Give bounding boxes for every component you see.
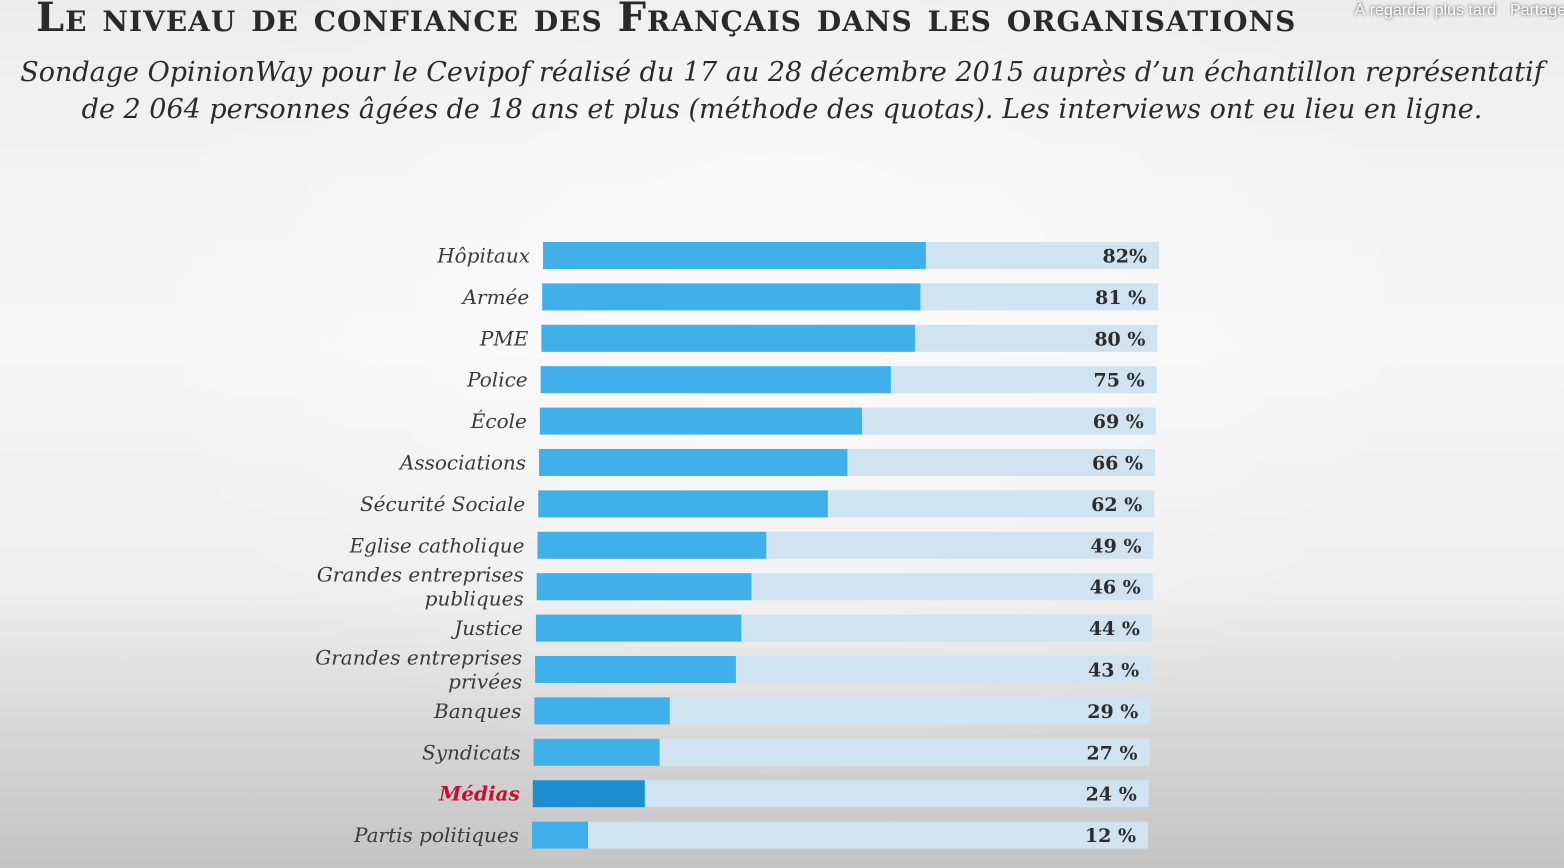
category-label: Eglise catholique: [348, 533, 524, 557]
category-label: Grandes entreprises publiques: [317, 563, 524, 611]
bar-eglise-catholique: [537, 531, 767, 559]
value-label: 66 %: [1092, 453, 1143, 475]
category-label: École: [470, 409, 527, 433]
share-button[interactable]: Partager: [1510, 2, 1564, 19]
bar-école: [539, 407, 863, 435]
bar-partis-politiques: [532, 821, 589, 849]
value-label: 49 %: [1090, 535, 1141, 557]
bar-pme: [541, 324, 915, 352]
bar-track: [532, 821, 1148, 849]
value-label: 27 %: [1086, 742, 1137, 764]
subtitle-line-2: de 2 064 personnes âgées de 18 ans et pl…: [81, 94, 1483, 125]
bar-associations: [539, 449, 848, 476]
category-label: Police: [466, 368, 528, 392]
bar-médias: [532, 780, 645, 808]
category-label: Justice: [450, 616, 523, 640]
category-label: PME: [479, 326, 529, 350]
category-label: Sécurité Sociale: [360, 492, 525, 516]
category-label: Armée: [461, 285, 530, 309]
bar-sécurité-sociale: [538, 490, 828, 518]
bar-banques: [534, 697, 670, 725]
value-label: 24 %: [1086, 784, 1137, 806]
category-label: Syndicats: [422, 740, 521, 764]
value-label: 29 %: [1087, 701, 1138, 723]
category-label: Associations: [398, 451, 526, 475]
value-label: 82%: [1103, 246, 1148, 268]
category-label: Grandes entreprises privées: [315, 646, 522, 694]
value-label: 81 %: [1095, 287, 1146, 309]
value-label: 69 %: [1093, 411, 1144, 433]
bar-armée: [542, 283, 921, 311]
value-label: 46 %: [1090, 577, 1141, 599]
video-overlay-menu: À regarder plus tard Partager: [1355, 2, 1564, 20]
watch-later-button[interactable]: À regarder plus tard: [1354, 2, 1496, 19]
category-label: Banques: [433, 699, 521, 723]
bar-grandes-entreprises-publiques: [536, 573, 752, 601]
bar-justice: [535, 614, 742, 642]
subtitle-line-1: Sondage OpinionWay pour le Cevipof réali…: [20, 57, 1544, 88]
bar-hôpitaux: [543, 242, 926, 269]
bar-syndicats: [533, 738, 660, 766]
bar-grandes-entreprises-privées: [535, 656, 736, 683]
value-label: 44 %: [1089, 618, 1140, 640]
value-label: 62 %: [1091, 494, 1142, 516]
chart-subtitle: Sondage OpinionWay pour le Cevipof réali…: [10, 54, 1554, 128]
category-label: Partis politiques: [353, 823, 519, 847]
value-label: 12 %: [1085, 825, 1136, 847]
category-label: Médias: [438, 782, 520, 806]
bar-police: [540, 366, 891, 394]
value-label: 43 %: [1088, 660, 1139, 682]
value-label: 80 %: [1094, 328, 1145, 350]
value-label: 75 %: [1094, 370, 1145, 392]
category-label: Hôpitaux: [436, 244, 530, 268]
page-title: Le niveau de confiance des Français dans…: [36, 0, 1297, 41]
